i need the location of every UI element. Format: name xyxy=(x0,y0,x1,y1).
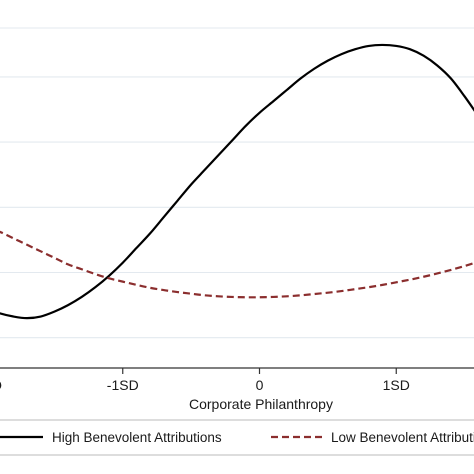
grid-lines xyxy=(0,27,474,339)
x-tick-label-2: 0 xyxy=(256,377,264,393)
x-ticks: -2SD-1SD01SD2SD xyxy=(0,368,410,393)
x-tick-label-3: 1SD xyxy=(383,377,410,393)
x-tick-label-0: -2SD xyxy=(0,377,2,393)
series-line-1 xyxy=(0,230,474,299)
series-line-0 xyxy=(0,43,474,320)
x-tick-label-1: -1SD xyxy=(107,377,139,393)
legend-label-0: High Benevolent Attributions xyxy=(52,430,222,445)
series-layer xyxy=(0,43,474,320)
legend: High Benevolent Attributions Low Benevole… xyxy=(0,430,474,445)
legend-label-1: Low Benevolent Attributions xyxy=(331,430,474,445)
x-axis-title: Corporate Philanthropy xyxy=(189,396,333,412)
